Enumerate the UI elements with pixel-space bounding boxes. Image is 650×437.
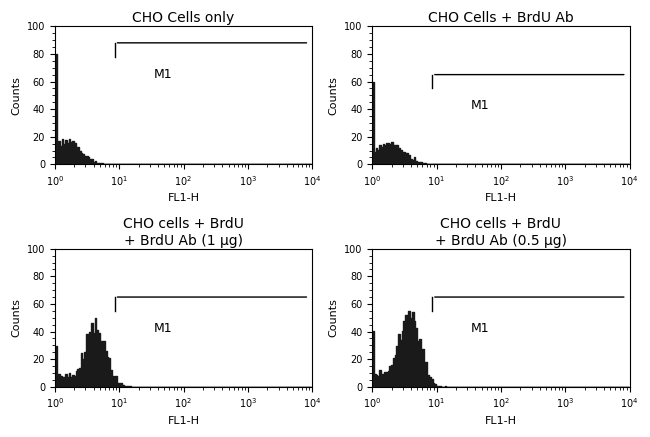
Y-axis label: Counts: Counts xyxy=(328,298,339,337)
X-axis label: FL1-H: FL1-H xyxy=(168,194,200,204)
Text: M1: M1 xyxy=(471,100,489,112)
Title: CHO cells + BrdU
+ BrdU Ab (0.5 μg): CHO cells + BrdU + BrdU Ab (0.5 μg) xyxy=(435,217,567,247)
Y-axis label: Counts: Counts xyxy=(11,76,21,115)
Title: CHO Cells only: CHO Cells only xyxy=(133,11,235,25)
Title: CHO Cells + BrdU Ab: CHO Cells + BrdU Ab xyxy=(428,11,574,25)
Y-axis label: Counts: Counts xyxy=(11,298,21,337)
X-axis label: FL1-H: FL1-H xyxy=(485,194,517,204)
Title: CHO cells + BrdU
+ BrdU Ab (1 μg): CHO cells + BrdU + BrdU Ab (1 μg) xyxy=(123,217,244,247)
Text: M1: M1 xyxy=(153,322,172,335)
Y-axis label: Counts: Counts xyxy=(328,76,339,115)
Text: M1: M1 xyxy=(153,68,172,81)
Text: M1: M1 xyxy=(471,322,489,335)
X-axis label: FL1-H: FL1-H xyxy=(168,416,200,426)
X-axis label: FL1-H: FL1-H xyxy=(485,416,517,426)
